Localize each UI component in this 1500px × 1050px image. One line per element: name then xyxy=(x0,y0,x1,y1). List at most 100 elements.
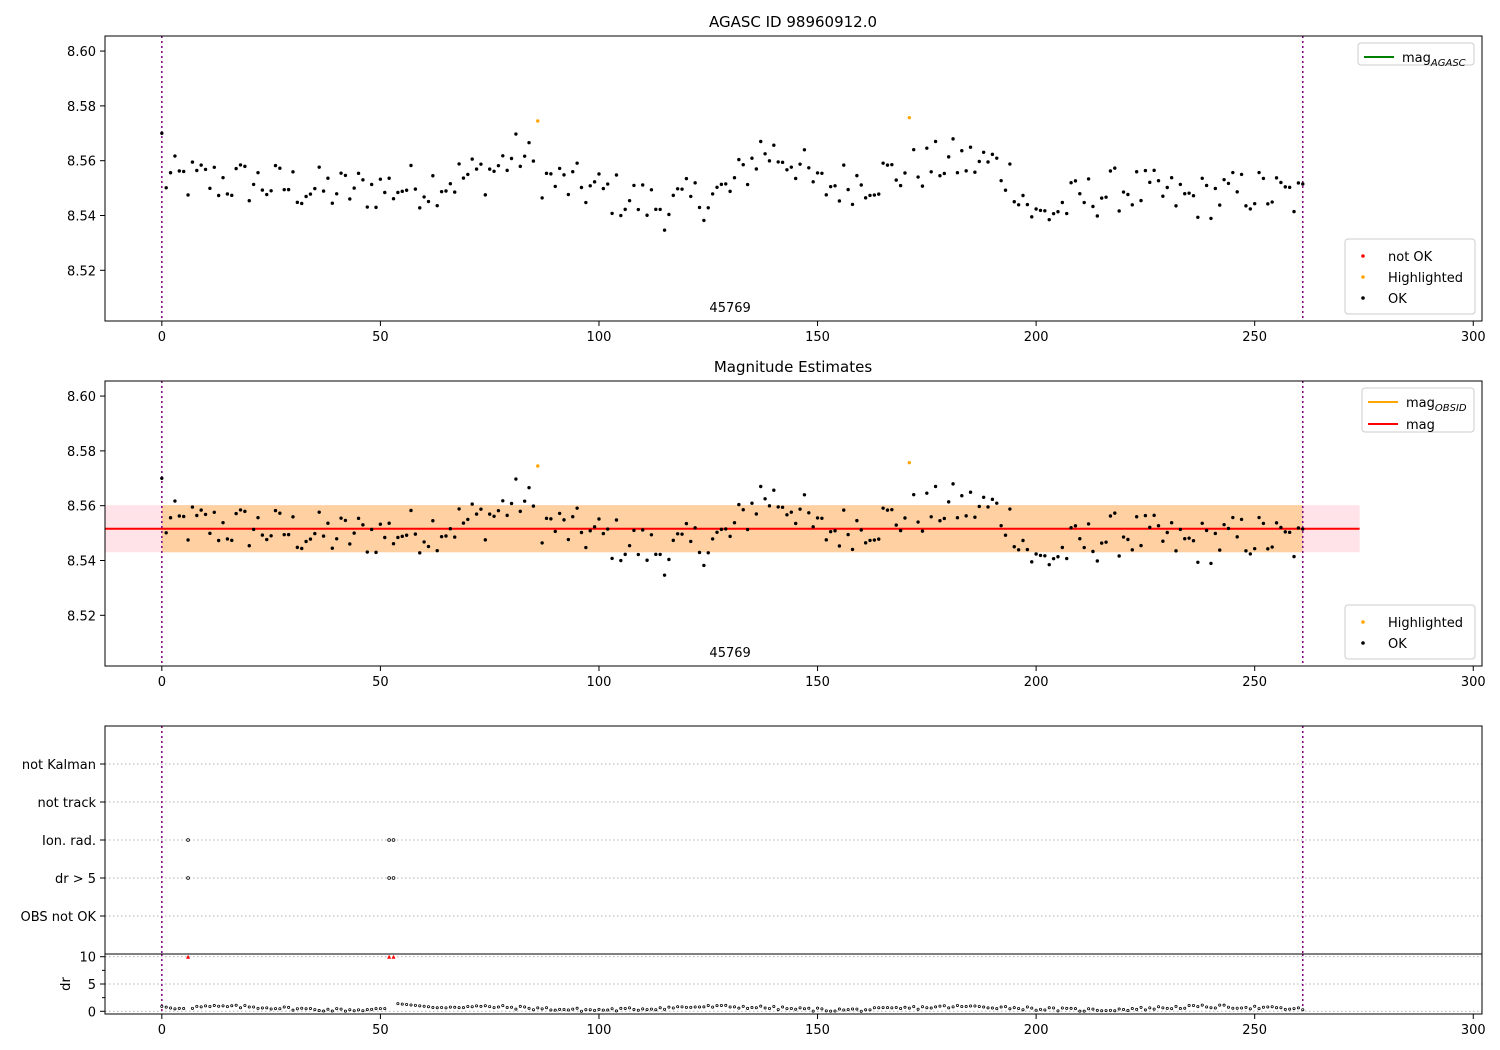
ok-point xyxy=(894,523,898,527)
ok-point xyxy=(1086,522,1091,526)
dr-point xyxy=(903,1005,907,1009)
ok-point xyxy=(522,154,527,158)
ok-point xyxy=(1082,200,1086,205)
dr-point xyxy=(457,1006,461,1010)
ok-point xyxy=(208,531,212,536)
dr-point xyxy=(663,1007,667,1011)
flag-point xyxy=(391,838,396,842)
dr-point xyxy=(1148,1006,1152,1010)
legend-label: mag xyxy=(1406,418,1435,433)
ok-point xyxy=(348,542,352,546)
ok-point xyxy=(763,497,767,501)
dr-point xyxy=(1183,1006,1187,1010)
dr-point xyxy=(1157,1005,1161,1009)
dr-point xyxy=(1261,1005,1265,1009)
y-tick-label: 8.60 xyxy=(67,45,96,60)
ok-point xyxy=(160,131,164,135)
ok-point xyxy=(601,531,606,536)
ok-point xyxy=(269,189,273,193)
ok-point xyxy=(466,172,470,177)
ok-point xyxy=(1231,515,1235,520)
dr-point xyxy=(396,1002,400,1006)
ok-point xyxy=(955,171,960,175)
ok-point xyxy=(553,529,557,534)
x-tick-label: 300 xyxy=(1461,1023,1486,1038)
ok-point xyxy=(1134,515,1139,519)
dr-point xyxy=(711,1005,715,1009)
dr-point xyxy=(483,1004,487,1008)
ok-point xyxy=(890,162,894,167)
ok-point xyxy=(912,492,916,497)
ok-point xyxy=(802,493,807,497)
ok-point xyxy=(588,529,592,533)
ok-point xyxy=(951,482,955,486)
dr-point xyxy=(1301,1008,1305,1012)
ok-point xyxy=(732,176,737,180)
legend-subscript: AGASC xyxy=(1430,58,1466,69)
ok-point xyxy=(544,171,549,176)
dr-point xyxy=(881,1006,885,1010)
ok-point xyxy=(780,160,785,165)
ok-point xyxy=(610,556,614,561)
ok-point xyxy=(221,520,225,525)
dr-point xyxy=(1113,1009,1117,1013)
dr-point xyxy=(1012,1006,1016,1010)
ok-point xyxy=(474,512,479,516)
ok-point xyxy=(750,501,754,505)
ok-point xyxy=(684,176,689,181)
ok-point xyxy=(334,192,339,196)
ok-point xyxy=(1139,198,1143,203)
ok-point xyxy=(334,537,339,541)
ok-point xyxy=(308,192,313,196)
ok-point xyxy=(1016,548,1021,552)
ok-point xyxy=(645,213,649,217)
ok-point xyxy=(1296,181,1301,185)
dr-point xyxy=(1200,1003,1204,1007)
dr-point xyxy=(855,1007,859,1011)
ok-point xyxy=(461,521,466,525)
dr-point xyxy=(571,1007,575,1011)
ok-point xyxy=(575,506,579,510)
ok-point xyxy=(1108,514,1113,518)
ok-point xyxy=(461,176,466,180)
ok-point xyxy=(619,213,623,218)
dr-point xyxy=(820,1007,824,1011)
ok-point xyxy=(912,147,916,152)
ok-point xyxy=(579,530,584,535)
ok-point xyxy=(737,157,741,162)
legend-marker xyxy=(1361,254,1365,258)
dr-point xyxy=(925,1006,929,1010)
x-tick-label: 100 xyxy=(587,330,612,345)
ok-point xyxy=(1021,193,1025,198)
dr-clipped-marker xyxy=(387,954,392,959)
dr-point xyxy=(859,1009,863,1013)
dr-point xyxy=(426,1005,430,1009)
ok-point xyxy=(518,509,522,514)
ok-point xyxy=(343,518,348,523)
dr-point xyxy=(256,1006,260,1010)
ok-point xyxy=(278,511,282,515)
ok-point xyxy=(1038,208,1043,213)
ok-point xyxy=(903,516,907,520)
dr-point xyxy=(234,1003,238,1007)
ok-point xyxy=(164,531,168,535)
ok-point xyxy=(256,170,260,175)
dr-point xyxy=(802,1007,806,1011)
dr-point xyxy=(370,1007,374,1011)
ok-point xyxy=(1095,559,1100,563)
ok-point xyxy=(225,537,230,541)
x-tick-label: 300 xyxy=(1461,675,1486,690)
dr-point xyxy=(851,1007,855,1011)
flags-panel: not Kalman not track Ion. rad. dr > 5 OBS no… xyxy=(21,725,1483,955)
dr-point xyxy=(623,1006,627,1010)
ok-point xyxy=(654,552,658,557)
ok-point xyxy=(724,527,728,531)
ok-point xyxy=(1130,548,1134,552)
dr-point xyxy=(947,1006,951,1010)
dr-point xyxy=(1187,1004,1191,1008)
dr-point xyxy=(1226,1005,1230,1009)
dr-point xyxy=(247,1005,251,1009)
ok-point xyxy=(916,520,920,524)
ok-point xyxy=(1266,202,1270,206)
ok-point xyxy=(824,193,828,197)
